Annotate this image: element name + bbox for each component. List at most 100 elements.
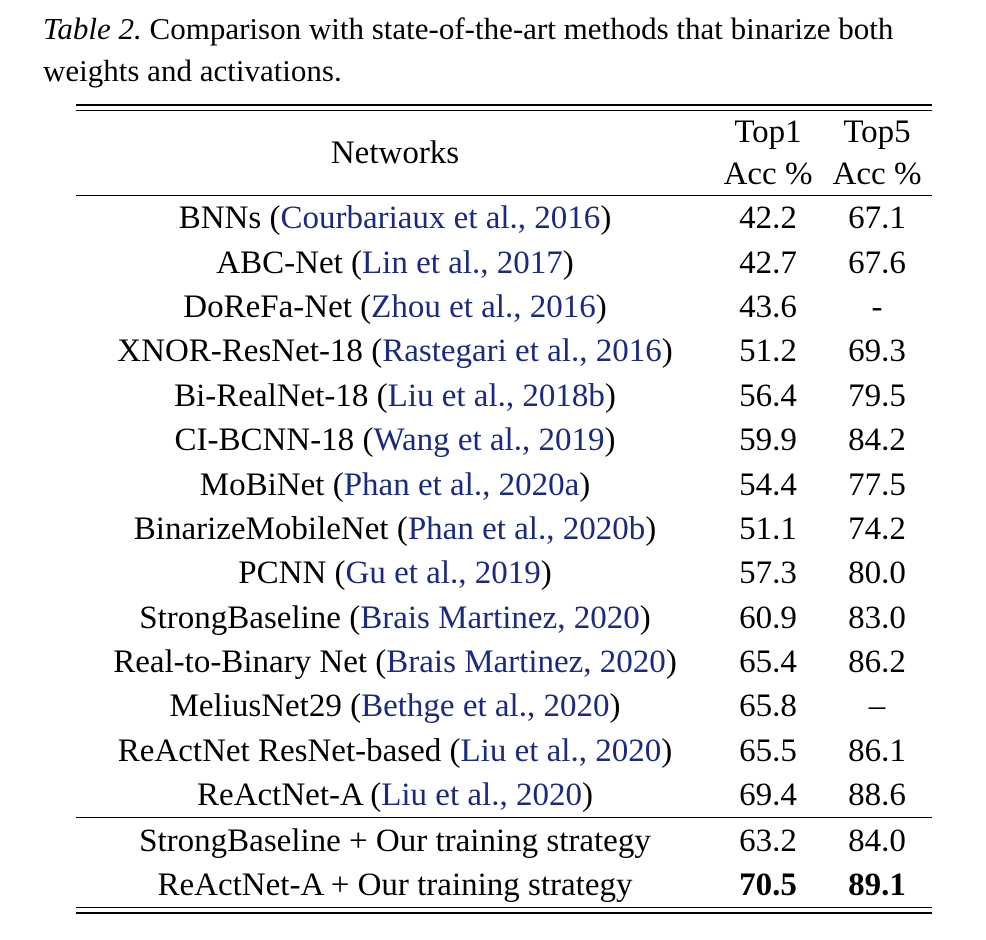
paren-close: ) — [600, 200, 612, 237]
table-row: ReActNet ResNet-based (Liu et al., 2020)… — [76, 729, 932, 773]
table-ours: StrongBaseline + Our training strategy 63… — [76, 818, 932, 907]
header-networks: Networks — [330, 135, 460, 171]
network-cell: ReActNet-A (Liu et al., 2020) — [76, 773, 714, 817]
top5-value: 86.2 — [848, 644, 906, 681]
network-cell: StrongBaseline (Brais Martinez, 2020) — [76, 596, 714, 640]
citation-link: Liu et al., 2020 — [460, 732, 662, 769]
paren-open: ( — [342, 244, 363, 281]
header-top5-line1: Top5 — [843, 114, 911, 150]
paren-open: ( — [340, 599, 361, 636]
paren-close: ) — [581, 777, 593, 814]
citation-link: Lin et al., 2017 — [362, 244, 563, 281]
table-row: DoReFa-Net (Zhou et al., 2016) 43.6 - — [76, 285, 932, 329]
top1-value: 42.2 — [739, 200, 797, 237]
top1-value: 42.7 — [739, 244, 797, 281]
network-cell: XNOR-ResNet-18 (Rastegari et al., 2016) — [76, 329, 714, 373]
paren-close: ) — [579, 466, 591, 503]
top5-value: 86.1 — [848, 732, 906, 769]
top1-value: 65.8 — [739, 688, 797, 725]
table-row: CI-BCNN-18 (Wang et al., 2019) 59.9 84.2 — [76, 418, 932, 462]
table-body: BNNs (Courbariaux et al., 2016) 42.2 67.1 A… — [76, 196, 932, 817]
citation-link: Brais Martinez, 2020 — [360, 599, 640, 636]
header-top5: Top5 Acc % — [822, 111, 932, 195]
citation-link: Phan et al., 2020a — [343, 466, 580, 503]
network-cell: PCNN (Gu et al., 2019) — [76, 551, 714, 595]
paren-open: ( — [367, 644, 387, 681]
network-cell: Real-to-Binary Net (Brais Martinez, 2020… — [76, 640, 714, 684]
paren-open: ( — [388, 510, 408, 547]
top5-value: - — [871, 288, 883, 325]
table-row: StrongBaseline (Brais Martinez, 2020) 60.… — [76, 596, 932, 640]
citation-link: Zhou et al., 2016 — [371, 288, 596, 325]
top5-value: 84.2 — [848, 422, 906, 459]
network-name: ReActNet-A + Our training strategy — [157, 867, 633, 904]
citation-link: Phan et al., 2020b — [407, 510, 646, 547]
table-row: MeliusNet29 (Bethge et al., 2020) 65.8 – — [76, 684, 932, 728]
network-name: MoBiNet — [199, 466, 325, 503]
network-name: ReActNet ResNet-based — [117, 732, 442, 769]
network-name: DoReFa-Net — [183, 288, 352, 325]
citation-link: Gu et al., 2019 — [345, 555, 541, 592]
top5-value: 88.6 — [848, 777, 906, 814]
paren-open: ( — [368, 377, 388, 414]
top1-value: 57.3 — [739, 555, 797, 592]
ours-row: ReActNet-A + Our training strategy 70.5 89… — [76, 863, 932, 907]
top1-value: 56.4 — [739, 377, 797, 414]
network-cell: BinarizeMobileNet (Phan et al., 2020b) — [76, 507, 714, 551]
table-header: Networks Top1 Acc % Top5 Acc % — [76, 111, 932, 195]
paren-close: ) — [645, 510, 657, 547]
bottom-rule — [76, 912, 932, 915]
network-cell: DoReFa-Net (Zhou et al., 2016) — [76, 285, 714, 329]
network-name: MeliusNet29 — [169, 688, 342, 725]
paren-close: ) — [665, 644, 677, 681]
top1-value: 51.1 — [739, 510, 797, 547]
paren-open: ( — [261, 200, 281, 237]
paren-close: ) — [609, 688, 621, 725]
top-rule — [76, 104, 932, 106]
table-row: XNOR-ResNet-18 (Rastegari et al., 2016) 5… — [76, 329, 932, 373]
network-cell: ReActNet ResNet-based (Liu et al., 2020) — [76, 729, 714, 773]
table-row: Bi-RealNet-18 (Liu et al., 2018b) 56.4 79.… — [76, 374, 932, 418]
paren-close: ) — [604, 377, 616, 414]
paren-close: ) — [661, 732, 673, 769]
top1-value: 59.9 — [739, 422, 797, 459]
citation-link: Bethge et al., 2020 — [361, 688, 610, 725]
network-cell: MoBiNet (Phan et al., 2020a) — [76, 462, 714, 506]
table-caption: Table 2. Comparison with state-of-the-ar… — [43, 8, 983, 92]
header-rule — [76, 195, 932, 196]
top5-value: 79.5 — [848, 377, 906, 414]
header-top1: Top1 Acc % — [714, 111, 822, 195]
bottom-rule-inner — [76, 907, 932, 909]
table-row: BinarizeMobileNet (Phan et al., 2020b) 51… — [76, 507, 932, 551]
paren-close: ) — [540, 555, 552, 592]
table-row: ABC-Net (Lin et al., 2017) 42.7 67.6 — [76, 240, 932, 284]
paren-open: ( — [361, 777, 382, 814]
table-row: BNNs (Courbariaux et al., 2016) 42.2 67.1 — [76, 196, 932, 240]
network-name: Real-to-Binary Net — [113, 644, 368, 681]
top5-value: 67.6 — [848, 244, 906, 281]
paren-open: ( — [354, 422, 374, 459]
network-name: ReActNet-A — [197, 777, 362, 814]
network-name: BinarizeMobileNet — [133, 510, 389, 547]
top5-value: 67.1 — [848, 200, 906, 237]
citation-link: Liu et al., 2020 — [381, 777, 582, 814]
citation-link: Wang et al., 2019 — [373, 422, 605, 459]
citation-link: Brais Martinez, 2020 — [386, 644, 666, 681]
header-row: Networks Top1 Acc % Top5 Acc % — [76, 111, 932, 195]
body-rows: BNNs (Courbariaux et al., 2016) 42.2 67.1 A… — [76, 196, 932, 817]
header-top1-line1: Top1 — [734, 114, 802, 150]
table-row: PCNN (Gu et al., 2019) 57.3 80.0 — [76, 551, 932, 595]
paren-open: ( — [324, 466, 344, 503]
top1-value: 65.4 — [739, 644, 797, 681]
top5-value: 80.0 — [848, 555, 906, 592]
paren-close: ) — [595, 288, 607, 325]
top1-value: 54.4 — [739, 466, 797, 503]
table-row: ReActNet-A (Liu et al., 2020) 69.4 88.6 — [76, 773, 932, 817]
network-name: Bi-RealNet-18 — [174, 377, 369, 414]
table-row: MoBiNet (Phan et al., 2020a) 54.4 77.5 — [76, 462, 932, 506]
network-cell: MeliusNet29 (Bethge et al., 2020) — [76, 684, 714, 728]
top5-value: 77.5 — [848, 466, 906, 503]
citation-link: Courbariaux et al., 2016 — [280, 200, 601, 237]
top5-value: 84.0 — [848, 822, 906, 859]
citation-link: Liu et al., 2018b — [387, 377, 605, 414]
